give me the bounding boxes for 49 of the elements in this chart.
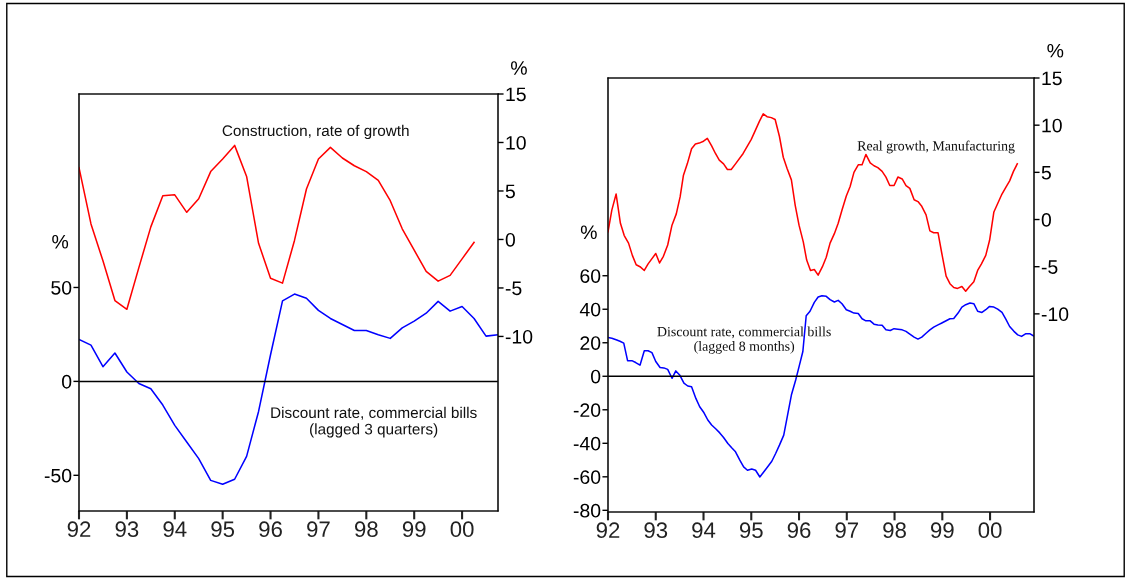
- y-tick-label: 0: [62, 374, 72, 389]
- x-tick-label: 92: [67, 521, 91, 538]
- x-tick-label: 93: [644, 522, 668, 539]
- x-tick-label: 99: [930, 522, 954, 539]
- y2-tick-label: 5: [1041, 166, 1051, 180]
- x-tick-label: 95: [211, 521, 235, 538]
- y-tick-label: 0: [591, 369, 601, 384]
- y-tick-label: 60: [580, 269, 601, 283]
- y-tick-label: -40: [573, 436, 601, 451]
- y2-axis-title: %: [511, 61, 527, 75]
- y2-tick-label: -10: [1041, 307, 1069, 322]
- x-tick-label: 96: [787, 522, 811, 539]
- y2-axis-title: %: [1047, 43, 1064, 58]
- x-tick-label: 93: [115, 521, 139, 538]
- x-tick-label: 99: [402, 521, 426, 538]
- y2-tick-label: 15: [506, 87, 526, 102]
- y-tick-label: -60: [573, 470, 601, 485]
- y-tick-label: -50: [44, 468, 72, 483]
- x-tick-label: 98: [883, 522, 906, 539]
- x-tick-label: 98: [355, 521, 378, 538]
- y-axis-title: %: [580, 225, 597, 239]
- series-label: Construction, rate of growth: [222, 124, 409, 140]
- x-tick-label: 96: [259, 521, 282, 538]
- y2-tick-label: -10: [505, 329, 533, 344]
- series-label: Discount rate, commercial bills (lagged 8 months): [657, 326, 831, 354]
- x-tick-label: 97: [835, 522, 859, 539]
- y-tick-label: 20: [580, 336, 601, 350]
- x-tick-label: 95: [739, 522, 763, 539]
- y-tick-label: -80: [573, 503, 601, 518]
- x-tick-label: 94: [692, 522, 716, 539]
- y2-tick-label: 0: [505, 232, 515, 247]
- series-label: Discount rate, commercial bills (lagged 3 quarters): [271, 406, 477, 438]
- y-axis-title: %: [52, 234, 69, 249]
- x-tick-label: 00: [978, 522, 1002, 539]
- y2-tick-label: 5: [505, 184, 515, 199]
- y2-tick-label: 10: [506, 135, 526, 150]
- x-tick-label: 00: [450, 521, 474, 538]
- y-tick-label: 40: [579, 302, 601, 317]
- y2-tick-label: 15: [1042, 71, 1062, 86]
- x-tick-label: 94: [163, 521, 187, 538]
- y-tick-label: -20: [573, 403, 601, 418]
- y-tick-label: 50: [51, 280, 72, 295]
- y2-tick-label: -5: [1041, 260, 1058, 274]
- series-label: Real growth, Manufacturing: [857, 140, 1015, 154]
- y2-tick-label: -5: [505, 281, 522, 296]
- y2-tick-label: 10: [1042, 118, 1062, 133]
- y2-tick-label: 0: [1041, 212, 1051, 227]
- x-tick-label: 97: [307, 521, 330, 538]
- x-tick-label: 92: [596, 522, 620, 539]
